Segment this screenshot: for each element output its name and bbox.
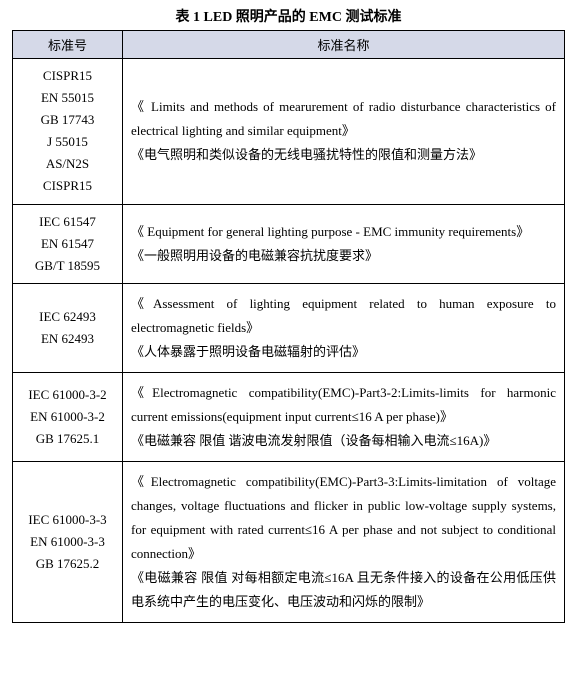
cell-standard-numbers: IEC 61000-3-2EN 61000-3-2GB 17625.1: [13, 372, 123, 461]
cell-standard-name: 《Electromagnetic compatibility(EMC)-Part…: [123, 462, 565, 623]
cell-standard-name: 《Assessment of lighting equipment relate…: [123, 283, 565, 372]
cell-standard-name: 《 Equipment for general lighting purpose…: [123, 204, 565, 283]
desc-chinese: 《一般照明用设备的电磁兼容抗扰度要求》: [131, 244, 556, 268]
table-row: IEC 61547EN 61547GB/T 18595 《 Equipment f…: [13, 204, 565, 283]
cell-standard-numbers: IEC 62493EN 62493: [13, 283, 123, 372]
desc-chinese: 《电磁兼容 限值 对每相额定电流≤16A 且无条件接入的设备在公用低压供电系统中…: [131, 566, 556, 614]
col-standard-number: 标准号: [13, 31, 123, 59]
table-row: IEC 61000-3-3EN 61000-3-3GB 17625.2《Elec…: [13, 462, 565, 623]
desc-chinese: 《人体暴露于照明设备电磁辐射的评估》: [131, 340, 556, 364]
table-row: CISPR15EN 55015GB 17743J 55015AS/N2SCISP…: [13, 59, 565, 205]
desc-english: 《Assessment of lighting equipment relate…: [131, 292, 556, 340]
desc-english: 《Electromagnetic compatibility(EMC)-Part…: [131, 470, 556, 566]
col-standard-name: 标准名称: [123, 31, 565, 59]
cell-standard-numbers: CISPR15EN 55015GB 17743J 55015AS/N2SCISP…: [13, 59, 123, 205]
table-title: 表 1 LED 照明产品的 EMC 测试标准: [12, 6, 565, 26]
cell-standard-numbers: IEC 61000-3-3EN 61000-3-3GB 17625.2: [13, 462, 123, 623]
table-row: IEC 61000-3-2EN 61000-3-2GB 17625.1《Elec…: [13, 372, 565, 461]
desc-english: 《 Equipment for general lighting purpose…: [131, 220, 556, 244]
emc-standards-table: 标准号 标准名称 CISPR15EN 55015GB 17743J 55015A…: [12, 30, 565, 623]
table-row: IEC 62493EN 62493《Assessment of lighting…: [13, 283, 565, 372]
desc-chinese: 《电磁兼容 限值 谐波电流发射限值（设备每相输入电流≤16A)》: [131, 429, 556, 453]
cell-standard-name: 《 Limits and methods of mearurement of r…: [123, 59, 565, 205]
table-header-row: 标准号 标准名称: [13, 31, 565, 59]
desc-chinese: 《电气照明和类似设备的无线电骚扰特性的限值和测量方法》: [131, 143, 556, 167]
cell-standard-numbers: IEC 61547EN 61547GB/T 18595: [13, 204, 123, 283]
desc-english: 《Electromagnetic compatibility(EMC)-Part…: [131, 381, 556, 429]
cell-standard-name: 《Electromagnetic compatibility(EMC)-Part…: [123, 372, 565, 461]
desc-english: 《 Limits and methods of mearurement of r…: [131, 95, 556, 143]
table-container: 表 1 LED 照明产品的 EMC 测试标准 标准号 标准名称 CISPR15E…: [0, 0, 577, 633]
